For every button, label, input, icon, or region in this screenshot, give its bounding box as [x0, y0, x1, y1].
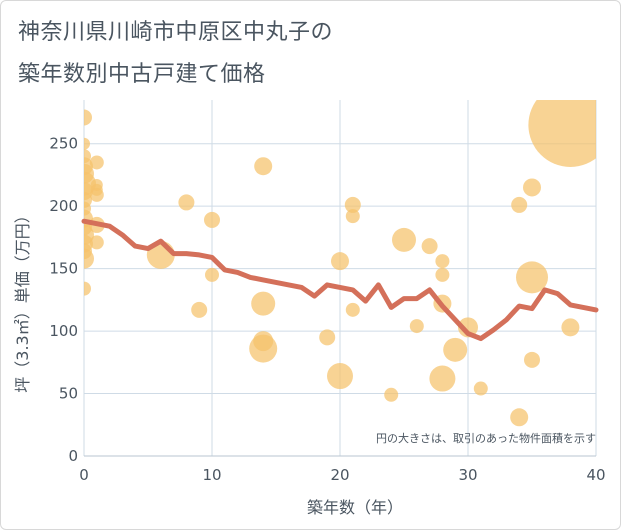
- x-axis-label: 築年数（年）: [307, 498, 403, 517]
- price-bubble: [443, 337, 468, 362]
- price-bubble: [89, 155, 104, 170]
- price-bubble: [84, 248, 94, 269]
- price-bubble: [84, 137, 90, 150]
- price-bubble: [516, 261, 548, 294]
- average-price-line: [81, 218, 599, 342]
- y-tick-label: 100: [49, 322, 78, 340]
- price-bubble: [249, 334, 278, 363]
- price-bubble: [319, 329, 336, 346]
- price-bubble: [429, 365, 456, 392]
- price-bubble: [511, 196, 528, 213]
- price-bubble: [251, 291, 276, 316]
- price-bubble: [344, 196, 361, 213]
- chart-title-line2: 築年数別中古戸建て価格: [18, 62, 266, 87]
- x-tick-label: 0: [79, 466, 89, 484]
- price-bubble: [204, 211, 220, 228]
- grid-lines: [83, 100, 597, 457]
- price-bubble: [384, 387, 399, 402]
- price-bubble: [205, 267, 219, 282]
- price-bubble: [435, 254, 450, 269]
- price-bubble: [345, 209, 360, 224]
- y-axis-label: 坪（3.3㎡）単価（万円）: [13, 207, 32, 392]
- price-bubble: [254, 157, 273, 176]
- price-bubble: [528, 100, 596, 167]
- price-bubble: [473, 381, 488, 396]
- x-tick-labels: 0 10 20 30 40: [79, 466, 605, 484]
- price-bubble: [327, 363, 353, 390]
- price-bubble: [178, 194, 195, 211]
- price-bubble: [191, 301, 208, 318]
- price-bubble: [409, 319, 424, 334]
- y-tick-label: 200: [49, 197, 78, 215]
- price-bubble: [331, 252, 349, 271]
- price-bubble: [561, 318, 580, 337]
- x-tick-label: 30: [458, 466, 477, 484]
- bubble-size-note: 円の大きさは、取引のあった物件面積を示す: [376, 431, 596, 445]
- price-bubble: [84, 281, 91, 296]
- y-tick-labels: 0 50 100 150 200 250: [49, 135, 78, 465]
- y-tick-label: 150: [49, 260, 78, 278]
- price-bubble: [524, 351, 540, 368]
- price-bubble: [89, 235, 104, 250]
- price-bubble: [421, 238, 438, 255]
- price-bubble: [458, 317, 478, 338]
- y-tick-label: 250: [49, 135, 78, 153]
- x-tick-label: 40: [586, 466, 605, 484]
- bubble-layer: [84, 100, 596, 427]
- price-bubble: [345, 302, 360, 317]
- price-bubble: [89, 187, 104, 202]
- price-bubble: [510, 408, 529, 427]
- price-bubble: [435, 267, 450, 282]
- x-tick-label: 10: [202, 466, 221, 484]
- x-tick-label: 20: [330, 466, 349, 484]
- chart-title-line1: 神奈川県川崎市中原区中丸子の: [18, 20, 334, 45]
- y-tick-label: 0: [68, 447, 78, 465]
- price-bubble: [84, 109, 92, 126]
- price-bubble: [392, 227, 416, 252]
- price-bubble: [523, 178, 541, 197]
- y-tick-label: 50: [59, 385, 78, 403]
